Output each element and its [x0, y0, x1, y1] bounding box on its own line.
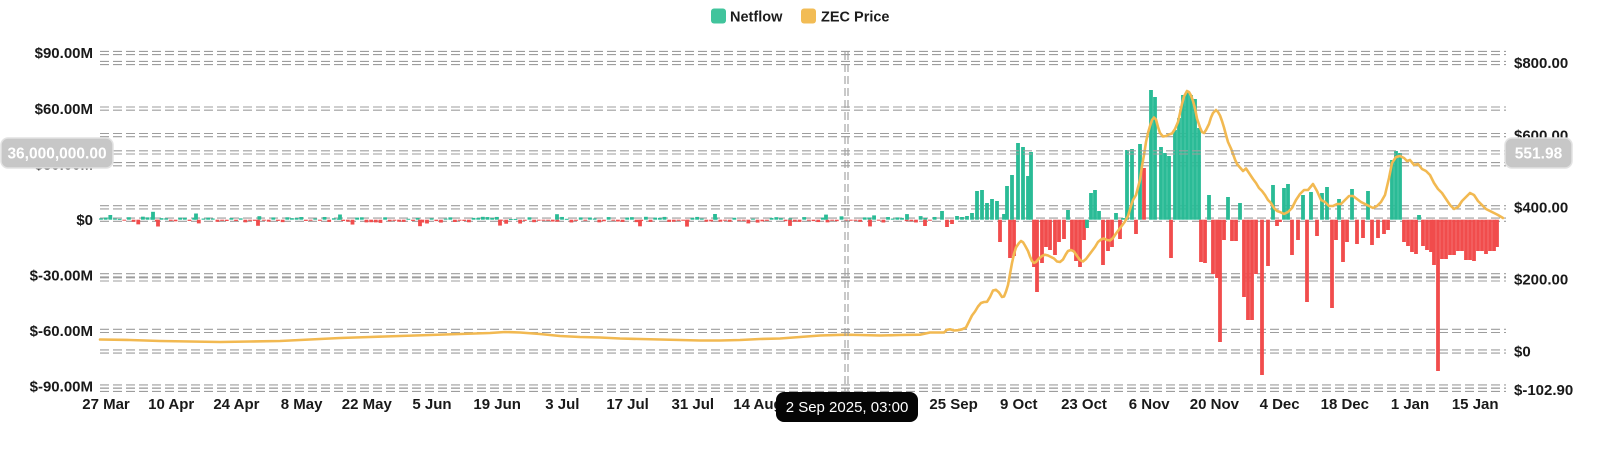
svg-text:6 Nov: 6 Nov — [1129, 396, 1171, 413]
svg-text:14 Aug: 14 Aug — [733, 396, 782, 413]
svg-text:22 May: 22 May — [342, 396, 393, 413]
svg-text:$0: $0 — [1514, 344, 1531, 361]
svg-text:$60.00M: $60.00M — [35, 101, 93, 118]
svg-text:$-60.00M: $-60.00M — [30, 323, 93, 340]
svg-text:3 Jul: 3 Jul — [545, 396, 579, 413]
svg-text:$-102.90: $-102.90 — [1514, 382, 1573, 399]
svg-text:20 Nov: 20 Nov — [1190, 396, 1240, 413]
svg-text:1 Jan: 1 Jan — [1391, 396, 1429, 413]
svg-text:Netflow: Netflow — [730, 10, 783, 26]
svg-text:27 Mar: 27 Mar — [82, 396, 130, 413]
svg-text:36,000,000.00: 36,000,000.00 — [7, 146, 106, 163]
svg-text:2 Sep 2025, 03:00: 2 Sep 2025, 03:00 — [786, 399, 909, 416]
svg-text:5 Jun: 5 Jun — [412, 396, 451, 413]
svg-text:24 Apr: 24 Apr — [213, 396, 259, 413]
svg-text:ZEC Price: ZEC Price — [821, 10, 890, 26]
svg-text:$-90.00M: $-90.00M — [30, 379, 93, 396]
svg-text:9 Oct: 9 Oct — [1000, 396, 1038, 413]
svg-text:$800.00: $800.00 — [1514, 55, 1568, 72]
svg-text:31 Jul: 31 Jul — [672, 396, 715, 413]
svg-text:15 Jan: 15 Jan — [1452, 396, 1499, 413]
svg-text:18 Dec: 18 Dec — [1321, 396, 1369, 413]
svg-text:$-30.00M: $-30.00M — [30, 268, 93, 285]
svg-text:17 Jul: 17 Jul — [606, 396, 649, 413]
svg-text:25 Sep: 25 Sep — [929, 396, 977, 413]
svg-text:551.98: 551.98 — [1515, 146, 1563, 163]
svg-text:$0: $0 — [76, 212, 93, 229]
svg-text:$90.00M: $90.00M — [35, 45, 93, 62]
svg-text:$200.00: $200.00 — [1514, 272, 1568, 289]
svg-text:8 May: 8 May — [281, 396, 323, 413]
svg-text:23 Oct: 23 Oct — [1061, 396, 1107, 413]
svg-text:10 Apr: 10 Apr — [148, 396, 194, 413]
svg-text:19 Jun: 19 Jun — [473, 396, 521, 413]
svg-text:$400.00: $400.00 — [1514, 200, 1568, 217]
svg-text:4 Dec: 4 Dec — [1260, 396, 1300, 413]
